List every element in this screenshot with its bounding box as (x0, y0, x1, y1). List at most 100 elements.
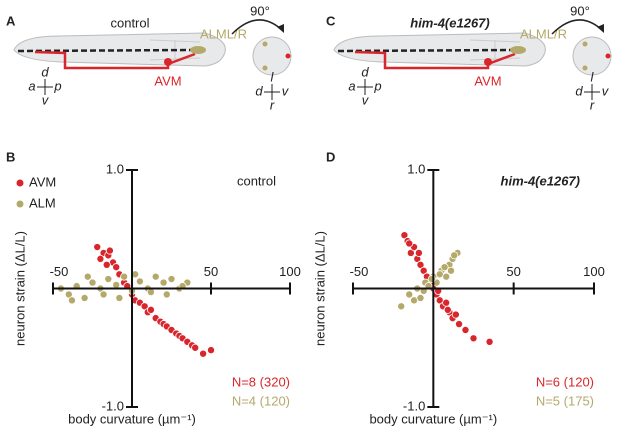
axis-letter: a (348, 78, 355, 93)
scatter-chart: -50 50 100 1.0 -1.0 him-4(e1267) body curvatur… (312, 161, 604, 426)
alm-label: ALML/R (520, 26, 567, 41)
annotation: N=6 (120) (536, 374, 594, 389)
legend-marker (16, 200, 24, 208)
point (96, 254, 105, 263)
y-axis-label: neuron strain (ΔL/L) (312, 231, 327, 346)
point (461, 325, 470, 334)
point (455, 320, 464, 329)
legend-label: ALM (29, 195, 56, 210)
point (199, 349, 208, 358)
axis-letter: d (255, 83, 263, 98)
x-axis-label: body curvature (µm⁻¹) (68, 411, 196, 426)
scatter-chart: -50 50 100 1.0 -1.0 control body curvature (µm… (12, 161, 300, 426)
legend-label: AVM (29, 174, 56, 189)
axis-letter: v (282, 83, 290, 98)
axis-letter: d (41, 64, 49, 79)
point (93, 243, 102, 252)
rotation-label: 90° (570, 3, 590, 18)
panel-label: B (6, 149, 15, 164)
nerve-cord (337, 48, 516, 53)
axes-cross (37, 79, 53, 95)
point (450, 251, 459, 260)
point (416, 293, 425, 302)
point (435, 270, 444, 279)
axis-letter: r (590, 97, 595, 112)
point (414, 248, 423, 257)
point (146, 288, 155, 297)
alm-soma (510, 46, 526, 54)
point (146, 305, 155, 314)
schematic-label: control (110, 15, 149, 30)
point (485, 337, 494, 346)
point (167, 275, 176, 284)
y-tick-label: 1.0 (106, 161, 124, 176)
point (405, 239, 414, 248)
arrow-head (597, 24, 604, 33)
point (102, 260, 111, 269)
y-axis-label: neuron strain (ΔL/L) (12, 231, 27, 346)
annotation: N=4 (120) (232, 393, 290, 408)
chart-title: control (237, 173, 276, 188)
arrow-head (277, 24, 284, 33)
point (442, 298, 451, 307)
point (88, 278, 97, 287)
schematic-label: him-4(e1267) (410, 15, 489, 30)
point (191, 343, 200, 352)
point (451, 310, 460, 319)
point (159, 278, 168, 287)
point (80, 293, 89, 302)
point (83, 272, 92, 281)
y-tick-label: -1.0 (403, 398, 425, 413)
cross-section (252, 36, 292, 76)
point (115, 293, 124, 302)
alm-label: ALML/R (200, 26, 247, 41)
x-tick-label: 50 (506, 264, 520, 279)
alm-soma (190, 46, 206, 54)
x-tick-label: 100 (279, 264, 301, 279)
axis-letter: v (42, 92, 50, 107)
x-tick-label: 100 (583, 264, 605, 279)
x-tick-label: -50 (350, 264, 369, 279)
panel-label: C (326, 13, 336, 28)
axis-letter: l (591, 69, 595, 84)
point (112, 263, 121, 272)
point (151, 272, 160, 281)
avm-soma (164, 58, 172, 66)
point (112, 280, 121, 289)
cross-alm (582, 41, 588, 47)
axis-letter: v (362, 92, 370, 107)
axes-cross (357, 79, 373, 95)
y-tick-label: -1.0 (102, 398, 124, 413)
point (440, 263, 449, 272)
point (162, 290, 171, 299)
axis-letter: p (373, 78, 381, 93)
axes-cross (584, 84, 600, 100)
cross-alm (262, 41, 268, 47)
x-tick-label: 50 (204, 264, 218, 279)
x-axis-label: body curvature (µm⁻¹) (369, 411, 497, 426)
axis-letter: a (28, 78, 35, 93)
panel-label: A (6, 13, 16, 28)
cross-alm (582, 65, 588, 71)
point (206, 346, 215, 355)
axis-letter: v (602, 83, 610, 98)
avm-label: AVM (154, 73, 181, 88)
point (447, 266, 456, 275)
y-tick-label: 1.0 (407, 161, 425, 176)
legend-marker (16, 179, 24, 187)
point (397, 302, 406, 311)
point (469, 334, 478, 343)
rotation-label: 90° (250, 3, 270, 18)
cross-avm (605, 53, 611, 59)
point (120, 272, 129, 281)
x-tick-label: -50 (50, 264, 69, 279)
point (135, 277, 144, 286)
point (405, 290, 414, 299)
avm-soma (484, 58, 492, 66)
point (105, 246, 114, 255)
point (99, 290, 108, 299)
avm-label: AVM (474, 73, 501, 88)
point (67, 296, 76, 305)
panel-label: D (326, 149, 335, 164)
